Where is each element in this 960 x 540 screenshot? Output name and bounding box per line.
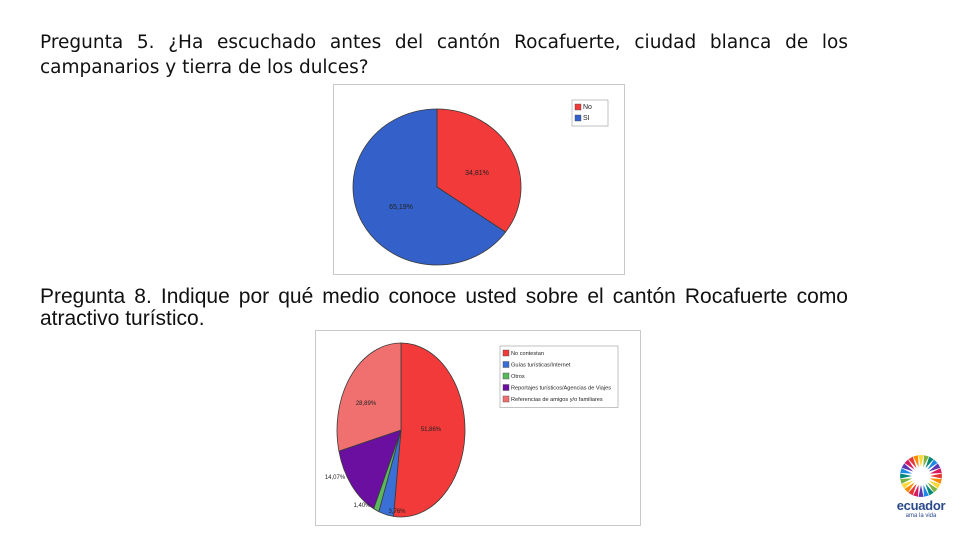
question-8-text: Pregunta 8. Indique por qué medio conoce… <box>40 285 848 330</box>
data-label-1: 3,76% <box>388 509 406 515</box>
logo-wordmark: ecuador <box>896 498 946 513</box>
data-label-1: 65,19% <box>389 204 413 211</box>
data-label-3: 14,07% <box>325 475 346 481</box>
logo-ray <box>925 456 934 469</box>
data-label-0: 34,81% <box>465 170 489 177</box>
logo-ray <box>925 483 934 496</box>
logo-ray <box>923 455 929 468</box>
logo-ray <box>929 478 942 484</box>
logo-ray <box>913 455 919 468</box>
logo-center <box>913 468 929 484</box>
legend-label-1: Guías turísticas/Internet <box>511 363 571 369</box>
pie-chart-question-8: 51,86% 3,76% 1,40% 14,07% 28,89% No contestan… <box>325 342 619 518</box>
logo-ray <box>913 484 919 497</box>
legend-swatch-0 <box>502 349 510 357</box>
pie-slice-0 <box>393 342 466 518</box>
legend-label-0: No contestan <box>511 351 544 357</box>
logo-ray <box>904 482 915 493</box>
legend-swatch-1 <box>502 361 510 368</box>
legend-label-2: Otros <box>511 374 525 380</box>
data-label-2: 1,40% <box>353 503 371 509</box>
chart-question-8: 51,86% 3,76% 1,40% 14,07% 28,89% No contestan… <box>315 330 641 526</box>
data-label-0: 51,86% <box>421 427 442 433</box>
logo-ray <box>901 480 914 489</box>
legend-swatch-0 <box>574 103 582 111</box>
legend-swatch-2 <box>502 372 510 380</box>
logo-ray <box>904 459 915 470</box>
logo-ray <box>900 473 912 479</box>
logo-ray <box>900 468 913 474</box>
logo-ray <box>908 483 917 496</box>
pie-slice-1 <box>352 108 507 266</box>
legend-label-4: Referencias de amigos y/o familiares <box>511 397 603 403</box>
logo-ray <box>923 484 929 497</box>
ecuador-logo: ecuador ama la vida <box>890 453 952 523</box>
pie-slice-0 <box>436 108 522 233</box>
logo-ray <box>929 468 942 474</box>
logo-ray <box>927 482 938 493</box>
question-5-text: Pregunta 5. ¿Ha escuchado antes del cant… <box>40 32 848 78</box>
pie-chart-question-5: 34,81% 65,19% No SI <box>352 99 609 266</box>
legend-label-3: Reportajes turísticos/Agencias de Viajes <box>511 386 611 392</box>
logo-ray <box>900 478 913 484</box>
logo-ray <box>918 485 924 497</box>
legend-label-0: No <box>583 104 592 111</box>
legend-swatch-3 <box>502 384 510 391</box>
pie-slice-3 <box>338 429 402 510</box>
logo-ray <box>927 459 938 470</box>
legend-swatch-1 <box>574 114 582 122</box>
legend-label-1: SI <box>583 115 590 122</box>
logo-tagline: ama la vida <box>905 513 937 519</box>
chart-question-5: 34,81% 65,19% No SI <box>333 84 625 275</box>
pie-slice-4 <box>336 342 402 452</box>
logo-ray <box>928 463 941 472</box>
legend-swatch-4 <box>502 395 510 403</box>
logo-ray <box>908 456 917 469</box>
sun-burst-icon <box>900 455 942 497</box>
logo-ray <box>918 455 924 467</box>
logo-ray <box>928 480 941 489</box>
data-label-4: 28,89% <box>356 401 377 407</box>
logo-ray <box>930 473 942 479</box>
legend-box <box>499 345 619 408</box>
logo-ray <box>901 463 914 472</box>
